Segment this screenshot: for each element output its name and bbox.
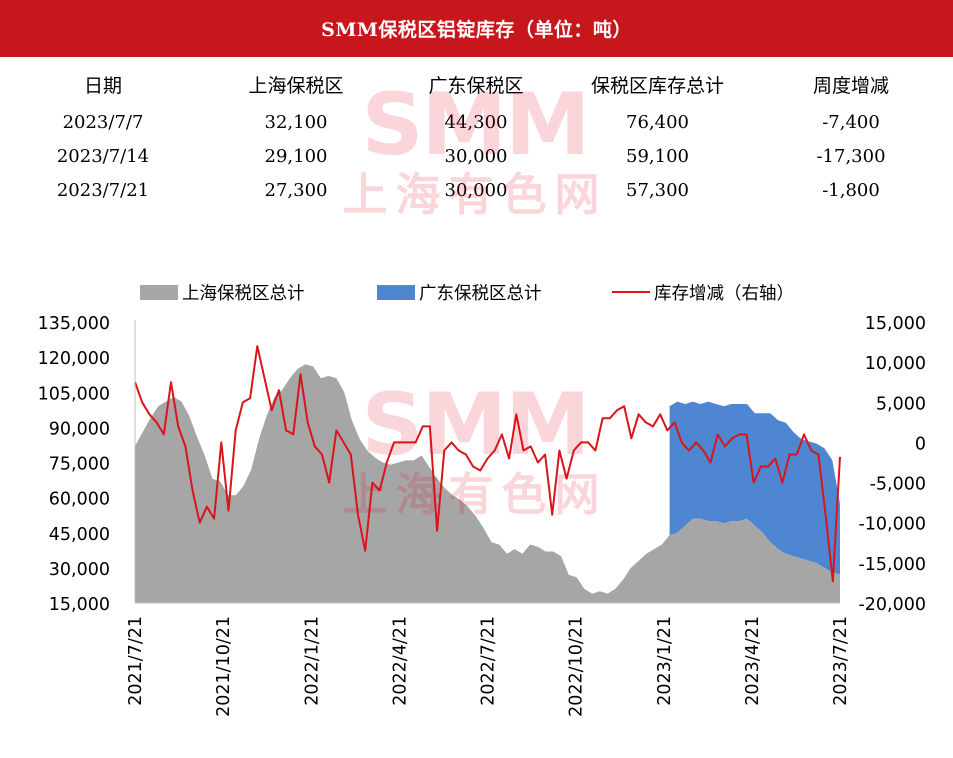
right-tick-label: 0 — [915, 434, 926, 454]
table-row: 2023/7/21 27,300 30,000 57,300 -1,800 — [0, 173, 953, 207]
x-tick: 2023/1/21 — [655, 616, 675, 706]
cell-date: 2023/7/14 — [56, 145, 150, 167]
right-tick-label: -5,000 — [870, 475, 926, 495]
table-row: 2023/7/7 32,100 44,300 76,400 -7,400 — [0, 105, 953, 139]
cell-shanghai: 32,100 — [264, 111, 328, 133]
x-tick: 2022/4/21 — [390, 616, 410, 706]
chart-title: SMM保税区铝锭库存（单位：吨） — [321, 19, 632, 41]
right-tick-label: -20,000 — [858, 595, 926, 615]
right-tick-label: 15,000 — [865, 314, 926, 334]
cell-total: 59,100 — [626, 145, 689, 167]
right-tick-label: 10,000 — [865, 354, 926, 374]
left-tick-label: 15,000 — [49, 595, 110, 615]
cell-weekly-change: -1,800 — [822, 179, 880, 201]
cell-total: 76,400 — [626, 111, 689, 133]
chart-axes: 15,000 30,000 45,000 60,000 75,000 90,000 105,… — [38, 314, 926, 717]
header-total: 保税区库存总计 — [590, 74, 724, 97]
x-tick-label: 2023/1/21 — [655, 616, 675, 706]
legend-label-shanghai: 上海保税区总计 — [182, 284, 305, 304]
inventory-table: 日期 上海保税区 广东保税区 保税区库存总计 周度增减 2023/7/7 32,… — [0, 63, 953, 207]
right-tick-label: 5,000 — [876, 394, 926, 414]
left-tick-label: 45,000 — [49, 525, 110, 545]
x-tick: 2023/4/21 — [743, 616, 763, 706]
shanghai-area — [135, 364, 840, 603]
left-tick-label: 60,000 — [49, 490, 110, 510]
header-guangdong: 广东保税区 — [428, 74, 524, 97]
x-tick-label: 2023/4/21 — [743, 616, 763, 706]
cell-date: 2023/7/21 — [56, 179, 150, 201]
header-date: 日期 — [83, 74, 122, 97]
left-tick-label: 30,000 — [49, 560, 110, 580]
x-tick-label: 2022/7/21 — [479, 616, 499, 706]
left-tick-label: 105,000 — [38, 384, 110, 404]
header-weekly-change: 周度增减 — [812, 74, 889, 97]
x-tick-label: 2021/7/21 — [126, 616, 146, 706]
plot-area — [134, 345, 841, 603]
x-tick: 2021/10/21 — [214, 616, 234, 717]
x-tick: 2022/10/21 — [567, 616, 587, 717]
cell-guangdong: 30,000 — [444, 179, 508, 201]
legend-swatch-guangdong — [377, 285, 415, 300]
guangdong-area — [669, 401, 840, 575]
legend-label-guangdong: 广东保税区总计 — [419, 284, 542, 304]
legend-swatch-shanghai — [140, 285, 178, 300]
table-row: 2023/7/14 29,100 30,000 59,100 -17,300 — [0, 139, 953, 173]
header-shanghai: 上海保税区 — [248, 74, 344, 97]
cell-guangdong: 30,000 — [444, 145, 508, 167]
inventory-change-line — [134, 345, 841, 583]
cell-weekly-change: -17,300 — [816, 145, 886, 167]
x-tick-label: 2023/7/21 — [831, 616, 851, 706]
right-tick-label: -10,000 — [858, 515, 926, 535]
right-tick-label: -15,000 — [858, 555, 926, 575]
x-tick-label: 2022/4/21 — [390, 616, 410, 706]
x-tick-label: 2021/10/21 — [214, 616, 234, 717]
cell-date: 2023/7/7 — [62, 111, 144, 133]
x-tick-label: 2022/10/21 — [567, 616, 587, 717]
chart-legend: 上海保税区总计 广东保税区总计 库存增减（右轴） — [140, 284, 794, 304]
legend-label-change: 库存增减（右轴） — [654, 284, 794, 304]
cell-weekly-change: -7,400 — [822, 111, 880, 133]
inventory-chart: 上海保税区总计 广东保税区总计 库存增减（右轴） 15,000 30,000 45,00… — [38, 284, 926, 717]
table-header-row: 日期 上海保税区 广东保税区 保税区库存总计 周度增减 — [0, 63, 953, 105]
left-tick-label: 75,000 — [49, 455, 110, 475]
x-tick: 2022/1/21 — [302, 616, 322, 706]
cell-total: 57,300 — [626, 179, 689, 201]
x-tick: 2023/7/21 — [831, 616, 851, 706]
cell-shanghai: 27,300 — [264, 179, 328, 201]
cell-shanghai: 29,100 — [264, 145, 328, 167]
chart-title-bar: SMM保税区铝锭库存（单位：吨） — [0, 0, 953, 57]
x-tick: 2021/7/21 — [126, 616, 146, 706]
cell-guangdong: 44,300 — [444, 111, 508, 133]
x-tick: 2022/7/21 — [479, 616, 499, 706]
x-tick-label: 2022/1/21 — [302, 616, 322, 706]
left-tick-label: 135,000 — [38, 314, 110, 334]
left-tick-label: 90,000 — [49, 419, 110, 439]
left-tick-label: 120,000 — [38, 349, 110, 369]
